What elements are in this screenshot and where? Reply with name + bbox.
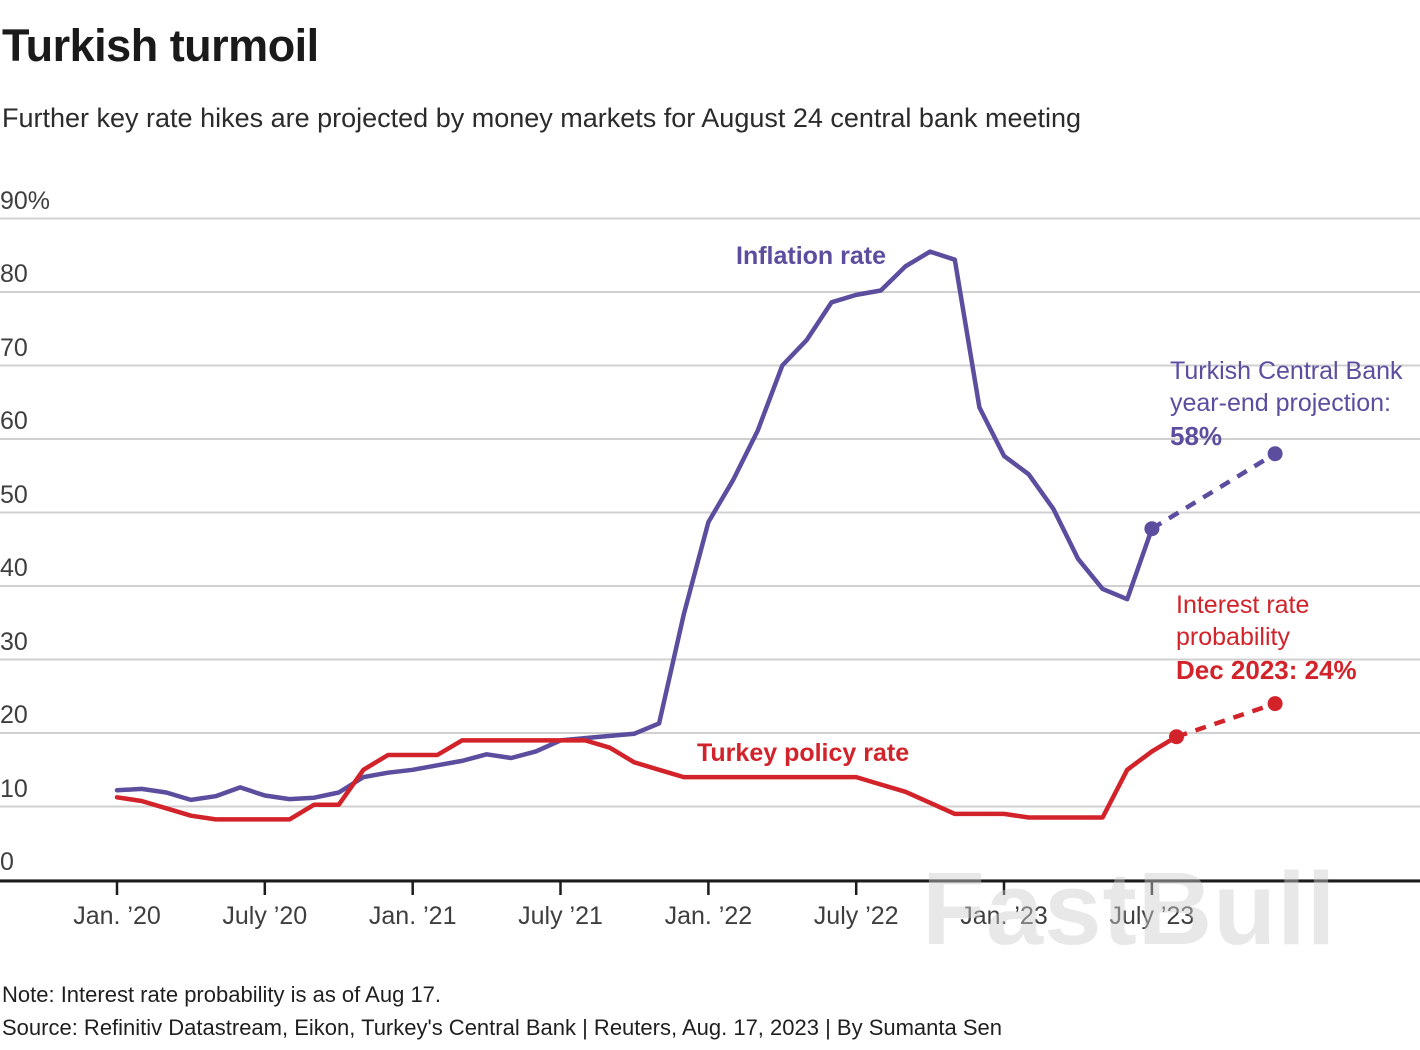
y-axis-tick-label: 90%: [0, 186, 51, 215]
x-axis-tick-label: July ’23: [1109, 902, 1195, 930]
series-line: [114, 249, 1155, 803]
projection-dashed-line: [1150, 451, 1277, 531]
y-axis-tick-label: 20: [0, 701, 28, 729]
y-axis-tick-label: 10: [0, 774, 28, 803]
annotation-line: Interest rate: [1176, 591, 1310, 619]
x-axis-tick-label: Jan. ’21: [368, 902, 457, 930]
data-point-dot: [1267, 446, 1283, 462]
x-axis: [0, 879, 1420, 895]
projection-dashed-line: [1175, 701, 1276, 739]
annotation-line: Turkish Central Bank: [1170, 357, 1403, 385]
annotation-value: 58%: [1170, 421, 1223, 451]
x-axis-tick-label: Jan. ’23: [960, 902, 1048, 930]
data-series: [114, 249, 1277, 822]
policy-rate-series-label: Turkey policy rate: [697, 739, 910, 767]
data-point-dot: [1267, 696, 1283, 712]
y-axis-tick-label: 80: [0, 260, 28, 288]
x-axis-tick-label: July ’22: [813, 902, 899, 930]
inflation-rate-series-label: Inflation rate: [736, 242, 887, 270]
footnote: Note: Interest rate probability is as of…: [2, 982, 442, 1007]
central-bank-projection-annotation: Turkish Central Bank year-end projection…: [1170, 355, 1403, 452]
annotation-value: Dec 2023: 24%: [1176, 655, 1357, 685]
rate-probability-annotation: Interest rate probability Dec 2023: 24%: [1176, 589, 1357, 686]
y-axis-tick-label: 30: [0, 627, 28, 656]
chart-title: Turkish turmoil: [2, 20, 319, 71]
data-point-dot: [1169, 729, 1184, 745]
x-axis-tick-label: July ’21: [518, 902, 603, 930]
annotation-line: year-end projection:: [1170, 389, 1391, 417]
y-axis-tick-label: 70: [0, 333, 28, 362]
x-axis-tick-label: Jan. ’20: [73, 902, 161, 930]
source-line: Source: Refinitiv Datastream, Eikon, Tur…: [2, 1015, 1003, 1040]
y-axis-tick-label: 60: [0, 407, 28, 435]
annotation-line: probability: [1176, 623, 1290, 651]
series-line: [114, 734, 1179, 822]
data-point-markers: [1144, 446, 1283, 745]
y-axis-tick-label: 0: [0, 848, 14, 876]
y-axis-tick-label: 40: [0, 554, 28, 582]
gridlines: [0, 217, 1420, 881]
fastbull-watermark: FastBull: [922, 851, 1337, 966]
data-point-dot: [1144, 521, 1160, 537]
x-axis-tick-label: Jan. ’22: [664, 902, 753, 930]
y-axis-tick-label: 50: [0, 480, 28, 509]
x-axis-tick-label: July ’20: [222, 902, 308, 930]
chart-subtitle: Further key rate hikes are projected by …: [2, 103, 1082, 133]
